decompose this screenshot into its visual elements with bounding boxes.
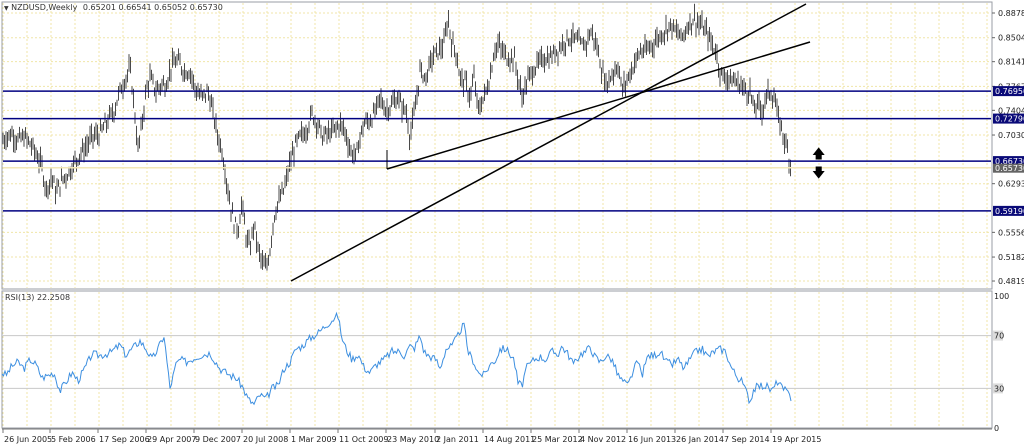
- rsi-tick-label: 0: [994, 424, 999, 433]
- time-tick-label: 5 Feb 2006: [51, 435, 96, 444]
- time-tick-label: 26 Jan 2014: [676, 435, 724, 444]
- high-value: 0.66541: [118, 3, 152, 12]
- time-tick-label: 19 Apr 2015: [772, 435, 821, 444]
- current-price-label: 0.65730: [995, 164, 1024, 173]
- price-bars: [2, 3, 791, 271]
- arrow-annotations[interactable]: 🡅 🡇: [812, 147, 825, 181]
- arrow-up-icon[interactable]: 🡅: [812, 147, 825, 162]
- time-tick-label: 1 Mar 2009: [291, 435, 337, 444]
- rsi-level-lines: [3, 335, 991, 389]
- symbol-label: NZDUSD,Weekly: [11, 3, 78, 12]
- horizontal-levels[interactable]: [3, 90, 991, 212]
- time-tick-label: 29 Apr 2007: [147, 435, 196, 444]
- rsi-label: RSI(13) 22.2508: [5, 293, 71, 302]
- trendlines[interactable]: [290, 3, 811, 282]
- close-value: 0.65730: [189, 3, 223, 12]
- time-tick-label: 4 Nov 2012: [580, 435, 626, 444]
- trendline-short[interactable]: [386, 41, 811, 170]
- time-tick-label: 23 May 2010: [387, 435, 439, 444]
- trendline-long[interactable]: [290, 3, 807, 282]
- time-tick-label: 2 Jan 2011: [436, 435, 479, 444]
- time-tick-label: 25 Mar 2012: [532, 435, 583, 444]
- time-tick-label: 7 Sep 2014: [724, 435, 770, 444]
- time-tick-label: 14 Aug 2011: [484, 435, 535, 444]
- chart-header: ▼ NZDUSD,Weekly 0.65201 0.66541 0.65052 …: [4, 3, 223, 14]
- arrow-down-icon[interactable]: 🡇: [812, 166, 825, 181]
- time-tick-label: 26 Jun 2005: [4, 435, 52, 444]
- rsi-axis: 100 70 30 0: [993, 292, 1009, 433]
- rsi-tick-label: 100: [994, 292, 1009, 301]
- time-tick-label: 16 Jun 2013: [628, 435, 676, 444]
- rsi-tick-label: 70: [994, 332, 1004, 341]
- price-axis: 0.887800.850400.814100.776700.740400.703…: [992, 9, 1024, 286]
- time-tick-label: 17 Sep 2006: [99, 435, 150, 444]
- low-value: 0.65052: [154, 3, 188, 12]
- time-tick-label: 20 Jul 2008: [243, 435, 288, 444]
- rsi-line: [1, 311, 792, 406]
- triangle-down-icon[interactable]: ▼: [4, 5, 9, 12]
- rsi-tick-label: 30: [994, 384, 1004, 393]
- time-tick-label: 9 Dec 2007: [195, 435, 241, 444]
- time-tick-label: 11 Oct 2009: [339, 435, 388, 444]
- open-value: 0.65201: [82, 3, 116, 12]
